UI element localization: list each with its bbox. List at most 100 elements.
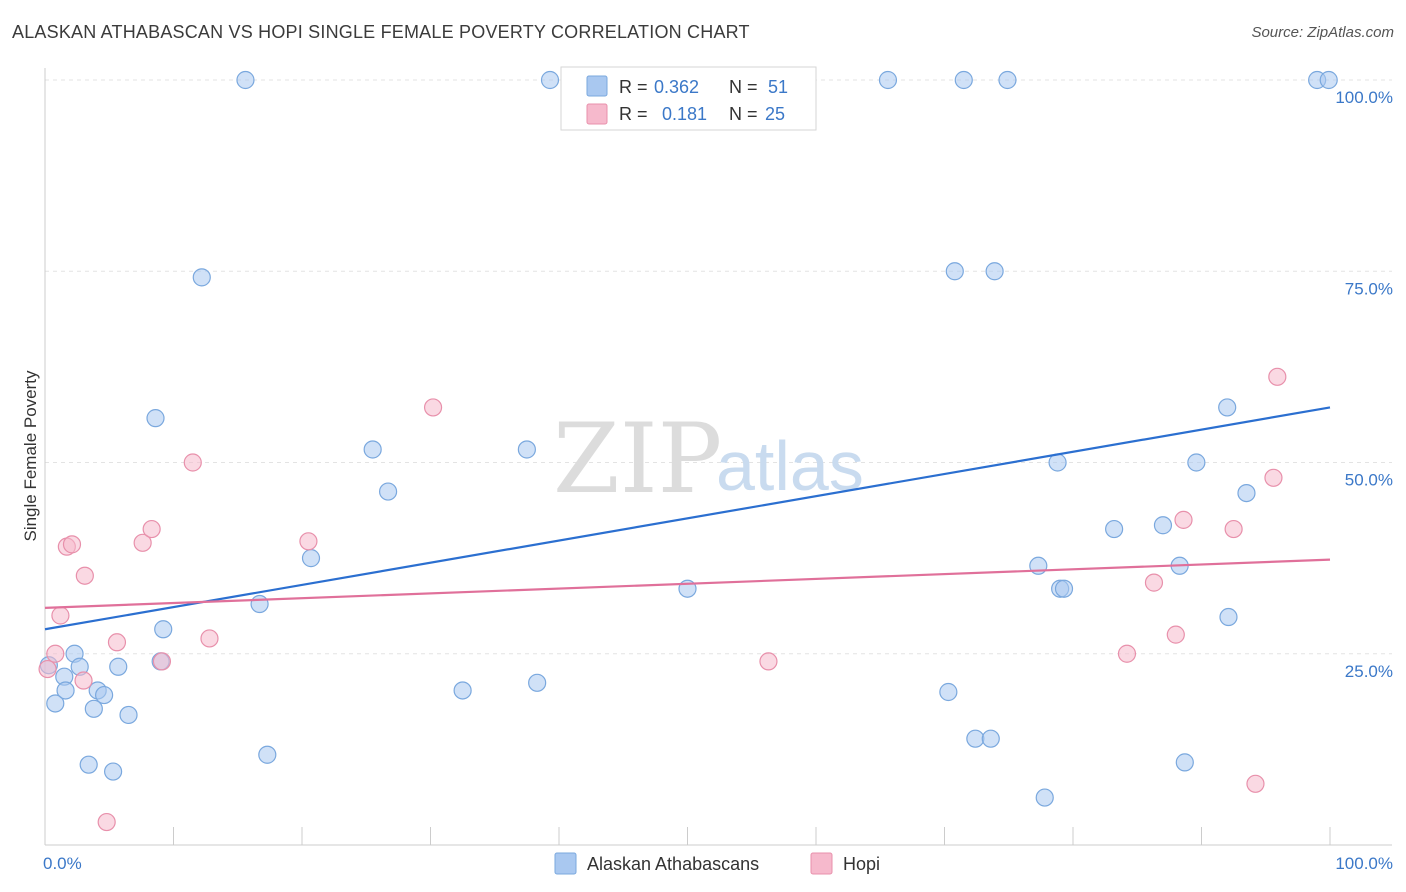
data-point (1224, 519, 1243, 539)
data-point (154, 620, 173, 639)
data-point (1237, 484, 1256, 503)
trend-line (44, 406, 1331, 631)
data-point (966, 729, 985, 748)
data-point (423, 398, 443, 417)
legend-swatch-pink (586, 103, 608, 125)
data-point (152, 652, 172, 671)
y-tick-label: 50.0% (1345, 471, 1393, 490)
data-point (107, 633, 127, 652)
data-point (200, 629, 219, 648)
data-point (119, 705, 138, 725)
data-point (51, 606, 70, 625)
data-point (46, 644, 65, 663)
data-points (38, 70, 1338, 832)
data-point (79, 755, 98, 774)
data-point (74, 671, 93, 690)
data-point (1166, 625, 1185, 644)
data-point (453, 681, 472, 700)
legend-label-alaskan: Alaskan Athabascans (587, 854, 759, 874)
legend-label-hopi: Hopi (843, 854, 880, 874)
data-point (133, 533, 152, 552)
data-point (540, 70, 560, 90)
data-point (517, 440, 536, 459)
x-tick-label: 0.0% (43, 854, 82, 873)
data-point (142, 519, 161, 539)
y-tick-label: 75.0% (1345, 279, 1393, 298)
source-credit: Source: ZipAtlas.com (1251, 24, 1394, 41)
data-point (1144, 573, 1164, 592)
watermark: ZIP atlas (553, 403, 864, 515)
data-point (363, 440, 382, 459)
data-point (46, 694, 65, 713)
legend-swatch-hopi (810, 852, 833, 875)
data-point (1319, 70, 1338, 90)
axes (44, 68, 1392, 846)
data-point (109, 657, 128, 676)
data-point (954, 70, 973, 90)
data-point (258, 745, 277, 764)
chart-title: ALASKAN ATHABASCAN VS HOPI SINGLE FEMALE… (12, 22, 750, 42)
data-point (38, 659, 57, 679)
legend-r-value: 0.362 (654, 77, 699, 97)
legend-r-label: R = (619, 77, 648, 97)
data-point (1218, 398, 1237, 417)
data-point (945, 262, 964, 281)
y-tick-labels: 25.0% 50.0% 75.0% 100.0% (1335, 88, 1393, 681)
data-point (1035, 788, 1054, 807)
data-point (75, 566, 94, 585)
data-point (236, 70, 255, 90)
y-tick-label: 100.0% (1335, 88, 1393, 107)
series-legend: Alaskan Athabascans Hopi (554, 852, 880, 875)
watermark-atlas: atlas (716, 427, 864, 505)
legend-n-label: N = (729, 104, 758, 124)
legend-swatch-alaskan (554, 852, 577, 875)
trend-line (44, 558, 1331, 609)
data-point (939, 682, 958, 702)
data-point (62, 535, 82, 554)
x-tick-label: 100.0% (1335, 854, 1393, 873)
data-point (1105, 519, 1124, 539)
data-point (95, 685, 114, 705)
data-point (1246, 774, 1265, 793)
data-point (56, 681, 75, 700)
y-axis-title: Single Female Poverty (21, 370, 40, 542)
legend-n-value: 25 (765, 104, 785, 124)
legend-r-value: 0.181 (662, 104, 707, 124)
y-tick-label: 25.0% (1345, 662, 1393, 681)
data-point (299, 532, 318, 551)
data-point (192, 268, 211, 287)
data-point (183, 453, 202, 472)
correlation-legend: R = 0.362 N = 51 R = 0.181 N = 25 (560, 66, 817, 131)
grid-lines (45, 79, 1392, 655)
data-point (1187, 453, 1206, 472)
data-point (250, 594, 269, 614)
trend-lines (44, 406, 1331, 631)
data-point (528, 673, 547, 692)
data-point (759, 652, 778, 671)
data-point (1264, 468, 1283, 487)
data-point (1054, 579, 1074, 598)
data-point (97, 812, 116, 832)
data-point (301, 549, 321, 568)
data-point (1219, 607, 1238, 627)
data-point (1174, 510, 1193, 529)
data-point (981, 729, 1000, 748)
series-hopi (38, 367, 1287, 832)
legend-swatch-blue (586, 75, 608, 97)
data-point (998, 70, 1017, 90)
x-tick-labels: 0.0% 100.0% (43, 854, 1393, 873)
data-point (1117, 644, 1137, 663)
data-point (146, 409, 165, 428)
legend-n-value: 51 (768, 77, 788, 97)
data-point (985, 262, 1004, 281)
data-point (878, 70, 898, 90)
data-point (1175, 753, 1194, 772)
data-point (84, 699, 103, 718)
legend-n-label: N = (729, 77, 758, 97)
data-point (104, 762, 123, 781)
data-point (378, 482, 398, 501)
data-point (1153, 516, 1173, 535)
legend-r-label: R = (619, 104, 648, 124)
watermark-zip: ZIP (553, 403, 722, 515)
